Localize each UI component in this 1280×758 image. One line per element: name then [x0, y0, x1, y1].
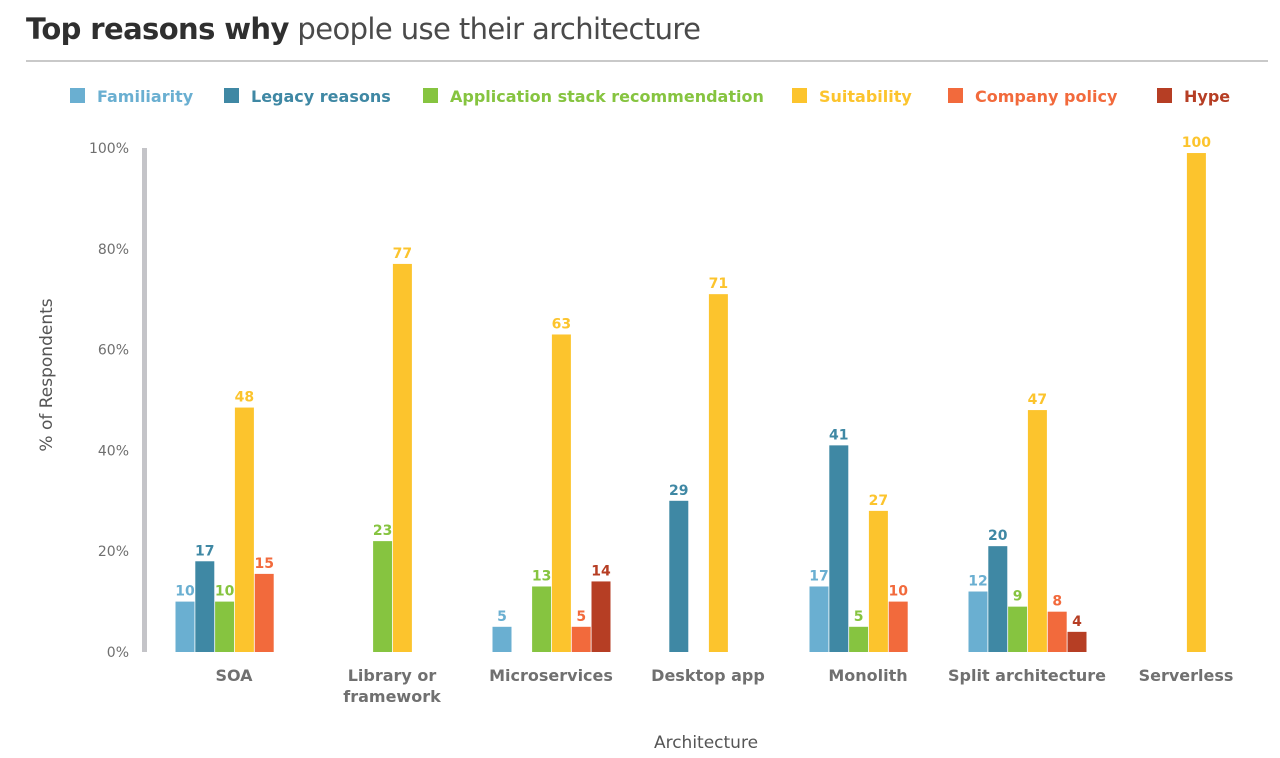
legend-label: Company policy [975, 87, 1118, 106]
data-label: 27 [869, 493, 888, 509]
data-label: 9 [1013, 589, 1023, 605]
bar [1008, 606, 1028, 652]
bar [215, 601, 235, 652]
legend-label: Legacy reasons [251, 87, 391, 106]
data-label: 17 [809, 568, 828, 584]
bar [1186, 153, 1206, 653]
legend-swatch [70, 88, 85, 103]
x-tick-label: Microservices [489, 666, 613, 685]
data-label: 8 [1052, 594, 1062, 610]
title-divider [26, 60, 1268, 62]
bar [234, 407, 254, 652]
y-tick-label: 20% [98, 544, 129, 560]
x-tick-label: Desktop app [651, 666, 765, 685]
legend-swatch [423, 88, 438, 103]
bar [849, 626, 869, 652]
data-label: 47 [1028, 392, 1047, 408]
data-label: 15 [254, 556, 273, 572]
y-tick-label: 60% [98, 343, 129, 359]
legend-label: Hype [1184, 87, 1230, 106]
y-axis-title: % of Respondents [37, 298, 57, 451]
data-label: 5 [497, 609, 507, 625]
bar [829, 445, 849, 652]
data-label: 77 [393, 246, 412, 262]
bar [1047, 611, 1067, 652]
bar [591, 581, 611, 652]
data-label: 20 [988, 528, 1008, 544]
data-label: 5 [576, 609, 586, 625]
bar [809, 586, 829, 652]
y-tick-label: 40% [98, 443, 129, 459]
data-label: 71 [709, 276, 728, 292]
x-tick-label: SOA [215, 666, 253, 685]
data-label: 10 [175, 584, 195, 600]
bar [1027, 410, 1047, 652]
data-label: 10 [888, 584, 908, 600]
bar [669, 500, 689, 652]
chart-title-rest: people use their architecture [288, 12, 701, 46]
legend-swatch [1157, 88, 1172, 103]
data-label: 23 [373, 523, 392, 539]
bar [571, 626, 591, 652]
bar [888, 601, 908, 652]
bar [968, 591, 988, 652]
legend-swatch [948, 88, 963, 103]
chart-title: Top reasons why people use their archite… [26, 9, 701, 49]
bar [988, 546, 1008, 652]
data-label: 5 [854, 609, 864, 625]
data-label: 29 [669, 483, 688, 499]
chart-title-bold: Top reasons why [26, 12, 289, 46]
x-axis-title: Architecture [654, 733, 758, 753]
x-tick-label: framework [343, 687, 441, 706]
data-label: 13 [532, 568, 551, 584]
data-label: 10 [215, 584, 235, 600]
bar [868, 510, 888, 652]
legend-label: Familiarity [97, 87, 194, 106]
data-label: 4 [1072, 614, 1082, 630]
x-tick-label: Library or [348, 666, 437, 685]
legend-swatch [224, 88, 239, 103]
x-tick-label: Split architecture [948, 666, 1106, 685]
legend-label: Suitability [819, 87, 912, 106]
y-tick-label: 100% [89, 141, 129, 157]
y-tick-label: 0% [107, 645, 129, 661]
data-label: 63 [552, 316, 571, 332]
legend-swatch [792, 88, 807, 103]
y-axis-line [142, 148, 147, 652]
data-label: 14 [591, 563, 611, 579]
bar [551, 334, 571, 652]
bar [254, 573, 274, 652]
x-tick-label: Monolith [828, 666, 907, 685]
bar [708, 294, 728, 652]
bar [373, 541, 393, 652]
bar [175, 601, 195, 652]
bar [195, 561, 215, 652]
bar [492, 626, 512, 652]
data-label: 48 [235, 390, 254, 406]
bar [1067, 631, 1087, 652]
data-label: 100 [1182, 135, 1211, 151]
data-label: 17 [195, 543, 214, 559]
bar [392, 263, 412, 652]
y-tick-label: 80% [98, 242, 129, 258]
legend-label: Application stack recommendation [450, 87, 764, 106]
data-label: 41 [829, 427, 848, 443]
x-tick-label: Serverless [1139, 666, 1234, 685]
data-label: 12 [968, 574, 987, 590]
bar [532, 586, 552, 652]
